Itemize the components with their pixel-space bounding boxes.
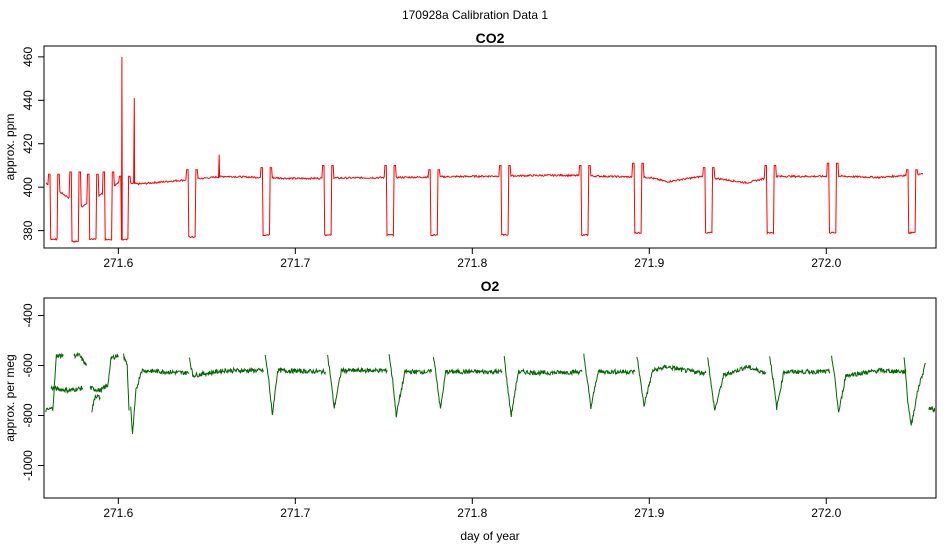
o2-series-segment — [188, 357, 264, 378]
x-tick-label: 272.0 — [811, 256, 841, 270]
y-tick-label: -400 — [21, 303, 35, 327]
x-tick-label: 271.7 — [280, 256, 310, 270]
x-axis-label: day of year — [460, 529, 519, 543]
o2-series-segment — [928, 405, 935, 414]
y-axis-label: approx. ppm — [3, 114, 17, 181]
co2-series-line — [45, 56, 924, 243]
figure-suptitle: 170928a Calibration Data 1 — [401, 8, 549, 22]
plot-frame — [43, 297, 937, 499]
x-tick-label: 271.8 — [457, 506, 487, 520]
co2-panel-title: CO2 — [475, 30, 505, 46]
o2-series-segment — [130, 368, 190, 434]
o2-series-segment — [707, 357, 767, 411]
o2-series-segment — [91, 393, 101, 413]
o2-series-segment — [123, 353, 130, 411]
o2-series-segment — [264, 354, 326, 416]
x-tick-label: 271.8 — [457, 256, 487, 270]
x-tick-label: 271.7 — [280, 506, 310, 520]
y-tick-label: -600 — [21, 353, 35, 377]
y-tick-label: 400 — [21, 177, 35, 197]
o2-series-segment — [326, 354, 388, 409]
o2-series-segment — [831, 355, 907, 413]
y-axis-label: approx. per meg — [3, 354, 17, 441]
o2-series-segment — [769, 356, 831, 411]
o2-series-segment — [432, 357, 503, 409]
o2-series-segment — [903, 357, 926, 426]
y-tick-label: 440 — [21, 90, 35, 110]
o2-series-segment — [636, 356, 707, 407]
plot-frame — [43, 45, 937, 249]
x-tick-label: 271.9 — [634, 506, 664, 520]
y-tick-label: 420 — [21, 133, 35, 153]
o2-series-segment — [503, 356, 583, 418]
o2-series-segment — [89, 353, 119, 393]
y-tick-label: -800 — [21, 403, 35, 427]
y-tick-label: -1000 — [21, 450, 35, 481]
o2-series-segment — [388, 354, 433, 418]
o2-series-segment — [45, 352, 64, 413]
o2-panel-title: O2 — [480, 278, 500, 294]
o2-series-segment — [50, 384, 84, 395]
plot-area — [45, 56, 924, 243]
o2-series-segment — [73, 351, 87, 366]
x-tick-label: 271.9 — [634, 256, 664, 270]
y-tick-label: 460 — [21, 47, 35, 67]
y-tick-label: 380 — [21, 220, 35, 240]
x-tick-label: 271.6 — [103, 256, 133, 270]
plot-area — [45, 351, 935, 434]
o2-series-segment — [583, 353, 636, 410]
x-tick-label: 272.0 — [811, 506, 841, 520]
co2-panel: 271.6 271.7 271.8 271.9 272.0 380 400 420 440 460… — [3, 45, 937, 270]
x-tick-label: 271.6 — [103, 506, 133, 520]
o2-panel: 271.6 271.7 271.8 271.9 272.0 -1000 -800 -600 -4… — [3, 297, 937, 543]
